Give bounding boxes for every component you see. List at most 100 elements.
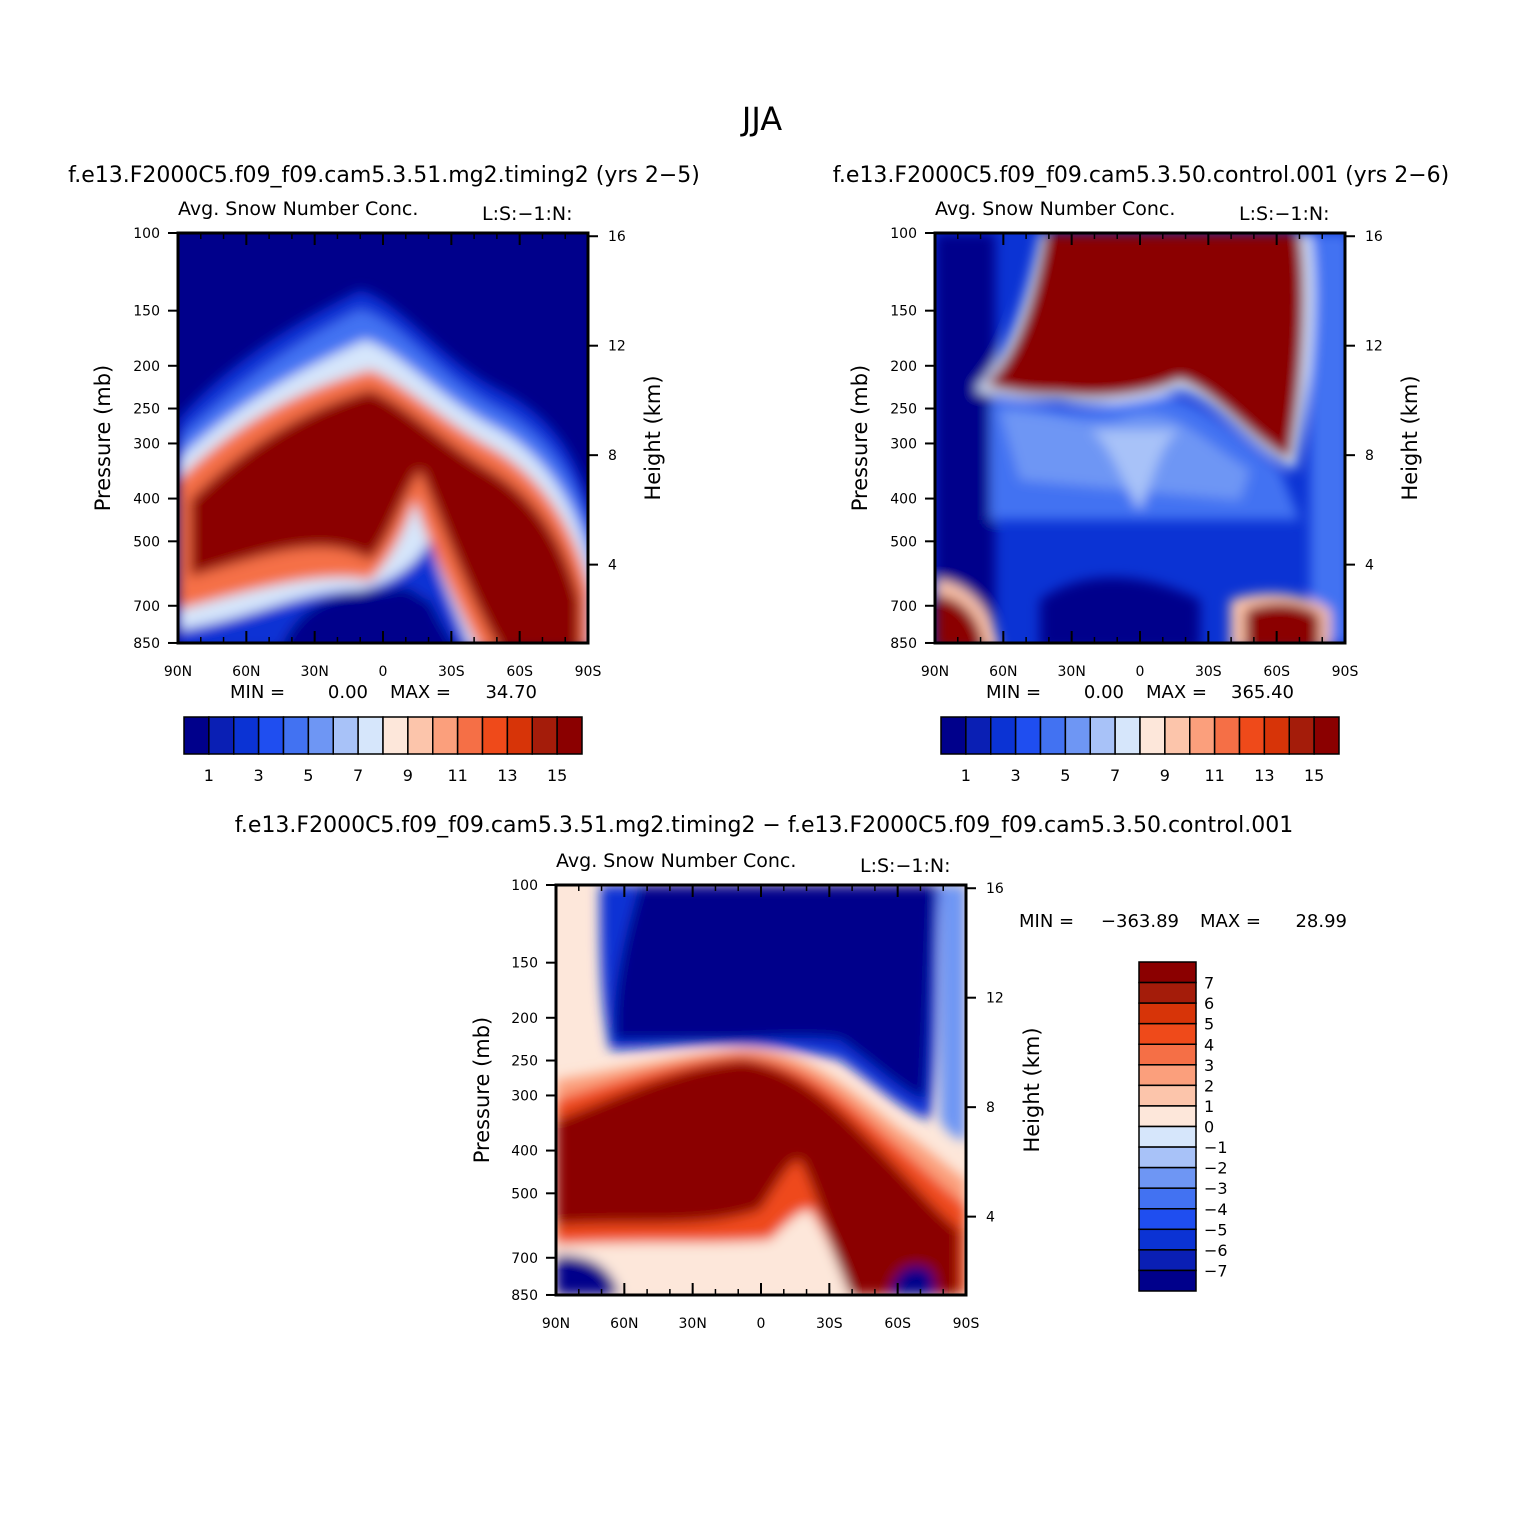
y-tick-label: 400 [890,492,917,508]
colorbar-box [1138,1208,1197,1231]
colorbar-box [965,716,992,755]
x-tick-label: 0 [379,664,388,680]
colorbar-box [233,716,260,755]
colorbar-label: 6 [1204,994,1214,1013]
test-min-label: MIN = [230,682,285,703]
colorbar-label: 13 [497,766,517,785]
x-tick-label: 30S [816,1316,843,1332]
colorbar-box [1138,1022,1197,1045]
colorbar-box [1213,716,1241,755]
colorbar-label: 15 [547,766,567,785]
colorbar-label: 1 [204,766,214,785]
test-corner-label: L:S:−1:N: [482,203,572,225]
x-tick-label: 90N [164,664,192,680]
y-tick-label: 200 [133,359,160,375]
colorbar-box [1138,1084,1197,1107]
test-contour-field [178,233,588,643]
colorbar-label: 7 [353,766,363,785]
colorbar-label: 3 [1204,1056,1214,1075]
colorbar-label: 9 [403,766,413,785]
x-tick-label: 60N [232,664,260,680]
control-min-label: MIN = [986,682,1041,703]
colorbar-box [1138,1249,1197,1272]
control-variable-title: Avg. Snow Number Conc. [935,198,1175,220]
diff-case-title: f.e13.F2000C5.f09_f09.cam5.3.51.mg2.timi… [235,813,1293,838]
colorbar-label: −2 [1204,1159,1228,1178]
y-tick-label: 250 [890,402,917,418]
y2-tick-label: 8 [1365,448,1374,464]
colorbar-box [1138,1043,1197,1066]
y-tick-label: 100 [133,226,160,242]
panel-difference: 90N 60N 30N 0 30S 60S 90S100150200250300400500… [470,850,1347,1332]
colorbar-box [407,716,434,755]
colorbar-label: −6 [1204,1241,1228,1260]
colorbar-box [1138,961,1197,984]
test-max-value: 34.70 [485,682,537,703]
y2-tick-label: 12 [1365,339,1383,355]
colorbar-label: 5 [303,766,313,785]
diff-min-value: −363.89 [1101,911,1179,932]
colorbar-box [990,716,1017,755]
y2-tick-label: 16 [608,229,626,245]
colorbar-box [1138,1002,1197,1025]
colorbar-box [208,716,235,755]
colorbar-label: −7 [1204,1261,1228,1280]
test-y2-axis-label: Height (km) [641,375,665,500]
colorbar-box [506,716,533,755]
test-min-value: 0.00 [328,682,368,703]
y2-tick-label: 8 [608,448,617,464]
control-corner-label: L:S:−1:N: [1239,203,1329,225]
colorbar-box [1138,1269,1197,1292]
colorbar-label: −3 [1204,1179,1228,1198]
colorbar-box [481,716,509,755]
x-tick-label: 60S [506,664,533,680]
x-tick-label: 60S [1263,664,1290,680]
colorbar-box [1263,716,1290,755]
y-tick-label: 850 [511,1288,538,1304]
y-tick-label: 300 [890,436,917,452]
colorbar-box [1313,716,1340,755]
y-tick-label: 500 [511,1186,538,1202]
y2-tick-label: 4 [608,558,617,574]
colorbar-label: −5 [1204,1220,1228,1239]
test-colorbar: 1 3 5 7 9 11 13 15 [183,716,583,785]
x-tick-label: 90N [921,664,949,680]
colorbar-box [1189,716,1216,755]
diff-y2-axis-label: Height (km) [1020,1027,1044,1152]
colorbar-box [432,716,459,755]
y2-tick-label: 16 [986,881,1004,897]
control-case-title: f.e13.F2000C5.f09_f09.cam5.3.50.control.… [833,163,1449,188]
colorbar-box [1014,716,1042,755]
colorbar-box [1138,1228,1197,1251]
colorbar-box [1138,1187,1197,1210]
diff-y-axis-label: Pressure (mb) [470,1017,494,1164]
control-min-value: 0.00 [1084,682,1124,703]
y-tick-label: 150 [890,304,917,320]
y-tick-label: 850 [890,636,917,652]
colorbar-box [1138,1125,1197,1148]
colorbar-box [332,716,359,755]
y2-tick-label: 4 [1365,558,1374,574]
colorbar-label: 1 [1204,1097,1214,1116]
colorbar-box [1138,1105,1197,1128]
colorbar-label: 5 [1060,766,1070,785]
colorbar-box [1138,1166,1197,1189]
colorbar-label: 15 [1304,766,1324,785]
y-tick-label: 200 [890,359,917,375]
colorbar-box [456,716,484,755]
control-y-axis-label: Pressure (mb) [848,365,872,512]
x-tick-label: 0 [757,1316,766,1332]
control-contour-field [935,233,1345,643]
colorbar-label: 5 [1204,1015,1214,1034]
diff-contour-field [556,885,966,1295]
colorbar-label: 4 [1204,1035,1214,1054]
colorbar-label: 7 [1204,974,1214,993]
x-tick-label: 60N [989,664,1017,680]
colorbar-label: 3 [254,766,264,785]
colorbar-box [282,716,310,755]
colorbar-box [183,716,210,755]
colorbar-label: 11 [1204,766,1224,785]
y-tick-label: 200 [511,1011,538,1027]
colorbar-label: −4 [1204,1200,1228,1219]
colorbar-box [382,716,409,755]
